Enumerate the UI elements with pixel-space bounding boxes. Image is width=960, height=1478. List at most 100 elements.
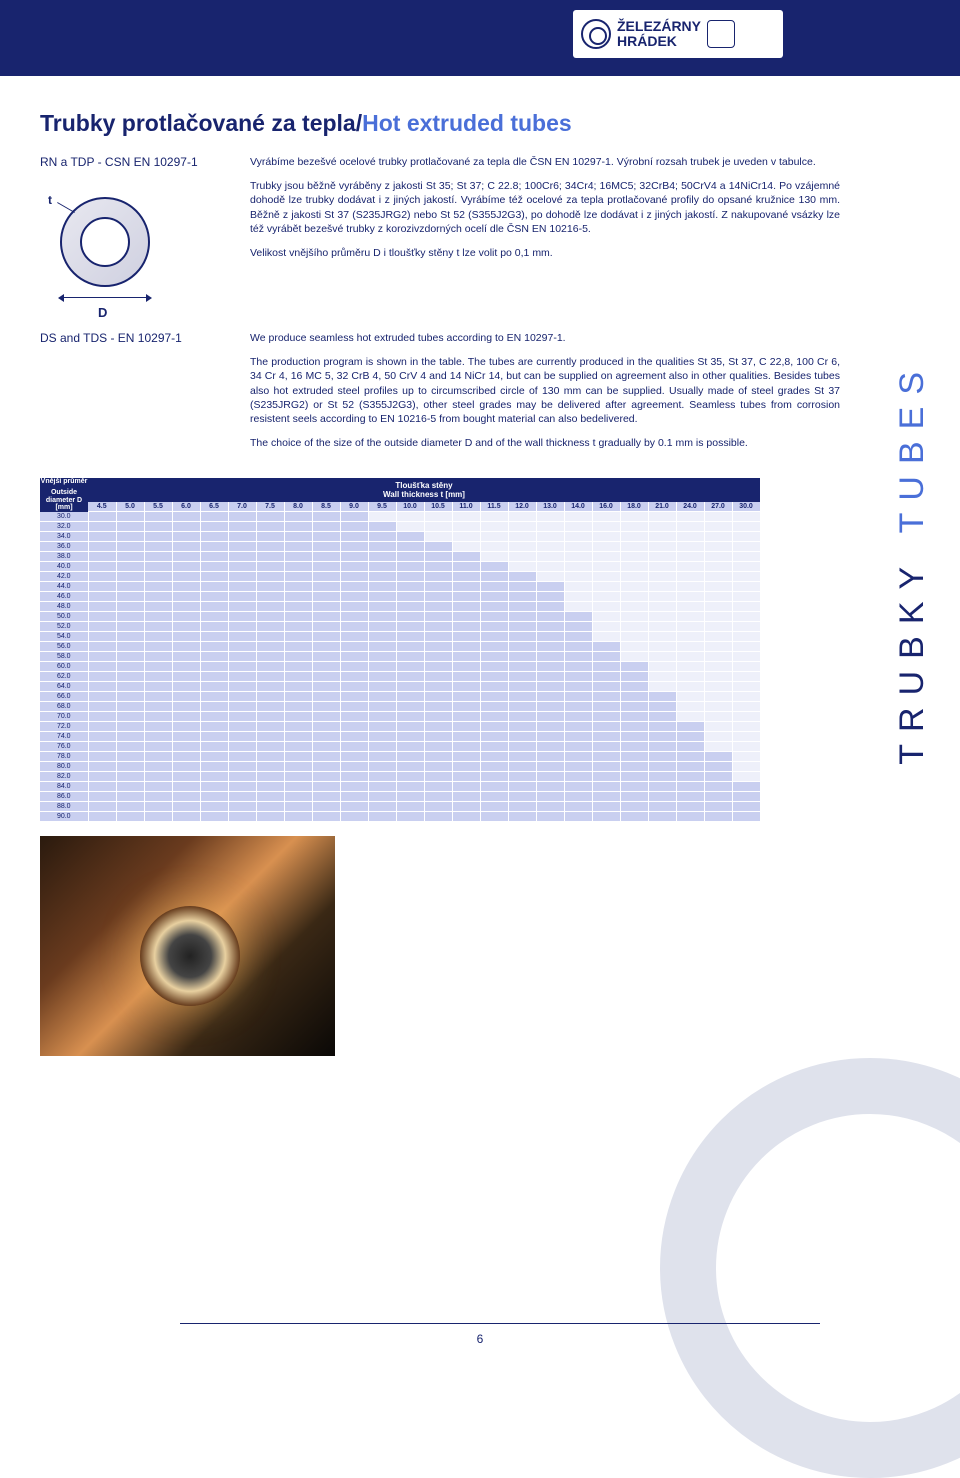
- table-row: 30.0: [40, 512, 760, 522]
- cell-unavailable: [732, 652, 760, 662]
- cell-available: [228, 692, 256, 702]
- cell-available: [256, 652, 284, 662]
- cell-available: [116, 802, 144, 812]
- table-row: 82.0: [40, 772, 760, 782]
- standard-code-en: DS and TDS - EN 10297-1: [40, 331, 250, 345]
- cell-available: [620, 752, 648, 762]
- cell-available: [536, 762, 564, 772]
- product-photo: [40, 836, 335, 1056]
- diameter-cell: 42.0: [40, 572, 88, 582]
- cell-available: [368, 552, 396, 562]
- cell-available: [564, 652, 592, 662]
- cell-available: [88, 772, 116, 782]
- cell-available: [116, 782, 144, 792]
- cell-unavailable: [732, 772, 760, 782]
- para-cz-1: Vyrábíme bezešvé ocelové trubky protlačo…: [250, 155, 840, 169]
- cell-unavailable: [676, 532, 704, 542]
- table-row: 54.0: [40, 632, 760, 642]
- brand-stamp-icon: [707, 20, 735, 48]
- cell-available: [284, 682, 312, 692]
- table-row: 42.0: [40, 572, 760, 582]
- cell-available: [704, 812, 732, 822]
- cell-available: [228, 512, 256, 522]
- cell-available: [256, 772, 284, 782]
- cell-available: [592, 752, 620, 762]
- cell-available: [676, 742, 704, 752]
- cell-available: [396, 612, 424, 622]
- cell-available: [312, 712, 340, 722]
- cell-unavailable: [704, 522, 732, 532]
- cell-available: [480, 662, 508, 672]
- cell-available: [228, 532, 256, 542]
- cell-available: [284, 662, 312, 672]
- cell-available: [536, 742, 564, 752]
- para-en-2: The production program is shown in the t…: [250, 355, 840, 426]
- cell-available: [284, 572, 312, 582]
- cell-unavailable: [676, 682, 704, 692]
- cell-available: [228, 572, 256, 582]
- diameter-cell: 72.0: [40, 722, 88, 732]
- availability-table: Vnější průměr Outside diameter D [mm] Tl…: [40, 478, 761, 822]
- cell-available: [396, 812, 424, 822]
- cell-available: [312, 812, 340, 822]
- cell-available: [88, 792, 116, 802]
- cell-unavailable: [508, 522, 536, 532]
- standard-code-cz: RN a TDP - CSN EN 10297-1: [40, 155, 250, 169]
- cell-available: [312, 552, 340, 562]
- cell-available: [172, 642, 200, 652]
- cell-available: [200, 642, 228, 652]
- cell-available: [144, 692, 172, 702]
- cell-available: [368, 722, 396, 732]
- cell-available: [620, 682, 648, 692]
- cell-available: [284, 702, 312, 712]
- cell-available: [88, 752, 116, 762]
- cell-available: [200, 772, 228, 782]
- cell-available: [480, 602, 508, 612]
- cell-unavailable: [732, 672, 760, 682]
- cell-unavailable: [592, 552, 620, 562]
- cell-available: [256, 752, 284, 762]
- cell-available: [564, 742, 592, 752]
- cell-available: [312, 782, 340, 792]
- cell-unavailable: [704, 512, 732, 522]
- cell-available: [424, 662, 452, 672]
- diameter-cell: 66.0: [40, 692, 88, 702]
- cell-unavailable: [732, 612, 760, 622]
- cell-available: [452, 792, 480, 802]
- cell-available: [88, 642, 116, 652]
- thickness-header-cell: 4.5: [88, 502, 116, 512]
- cell-available: [368, 762, 396, 772]
- cell-available: [312, 802, 340, 812]
- cell-available: [144, 742, 172, 752]
- cell-available: [88, 692, 116, 702]
- cell-unavailable: [564, 582, 592, 592]
- cell-available: [200, 582, 228, 592]
- cell-available: [172, 622, 200, 632]
- cell-unavailable: [676, 622, 704, 632]
- cell-unavailable: [396, 512, 424, 522]
- cell-available: [312, 742, 340, 752]
- cell-unavailable: [396, 522, 424, 532]
- cell-available: [508, 772, 536, 782]
- cell-available: [508, 732, 536, 742]
- cell-unavailable: [704, 662, 732, 672]
- cell-available: [452, 782, 480, 792]
- cell-available: [536, 692, 564, 702]
- cell-available: [480, 682, 508, 692]
- cell-available: [116, 742, 144, 752]
- cell-available: [312, 522, 340, 532]
- table-row: 40.0: [40, 562, 760, 572]
- ring-label-d: D: [98, 305, 107, 320]
- thickness-header-cell: 13.0: [536, 502, 564, 512]
- cell-available: [256, 812, 284, 822]
- cell-available: [172, 672, 200, 682]
- cell-available: [368, 582, 396, 592]
- cell-available: [368, 632, 396, 642]
- cell-available: [704, 802, 732, 812]
- cell-available: [256, 732, 284, 742]
- cell-available: [424, 562, 452, 572]
- cell-unavailable: [424, 532, 452, 542]
- cell-available: [312, 602, 340, 612]
- cell-unavailable: [732, 592, 760, 602]
- cell-available: [620, 772, 648, 782]
